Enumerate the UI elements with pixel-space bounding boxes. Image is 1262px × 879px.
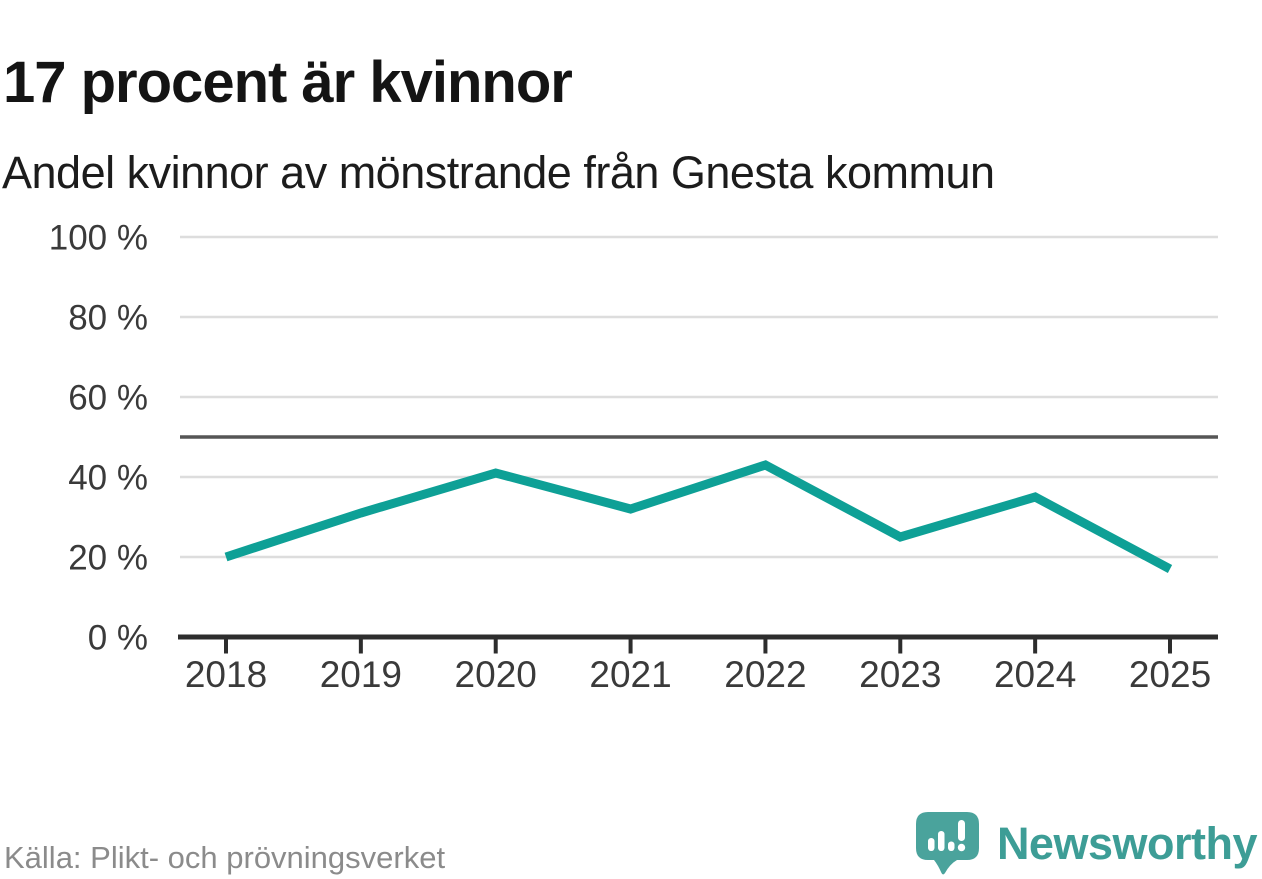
source-note: Källa: Plikt- och prövningsverket — [4, 840, 446, 875]
x-axis-tick-label: 2021 — [589, 654, 671, 695]
y-axis-tick-label: 20 % — [68, 539, 148, 578]
chart-subtitle: Andel kvinnor av mönstrande från Gnesta … — [2, 147, 995, 198]
newsworthy-logo: Newsworthy — [914, 810, 1258, 878]
x-axis-tick-label: 2020 — [455, 654, 537, 695]
y-axis-tick-label: 0 % — [88, 619, 148, 658]
bar-chart-glyph — [927, 820, 966, 852]
newsworthy-logo-text: Newsworthy — [996, 818, 1258, 869]
line-chart-canvas: 0 % 20 % 40 % 60 % 80 % 100 % 2018 2019 2020 2021… — [49, 219, 1218, 695]
y-axis-tick-label: 80 % — [68, 299, 148, 338]
x-axis-tick-label: 2024 — [994, 654, 1076, 695]
x-axis-tick-label: 2025 — [1129, 654, 1211, 695]
newsworthy-speech-bubble-icon — [915, 812, 979, 875]
x-axis-tick-label: 2022 — [724, 654, 806, 695]
x-axis-tick-label: 2023 — [859, 654, 941, 695]
chart-title: 17 procent är kvinnor — [3, 49, 573, 115]
speech-bubble-shape — [915, 812, 979, 875]
y-axis-tick-label: 100 % — [49, 219, 148, 258]
data-line — [224, 460, 1173, 573]
x-axis-tick-label: 2018 — [185, 654, 267, 695]
y-axis-tick-label: 40 % — [68, 459, 148, 498]
y-axis-tick-label: 60 % — [68, 379, 148, 418]
x-axis-tick-label: 2019 — [320, 654, 402, 695]
